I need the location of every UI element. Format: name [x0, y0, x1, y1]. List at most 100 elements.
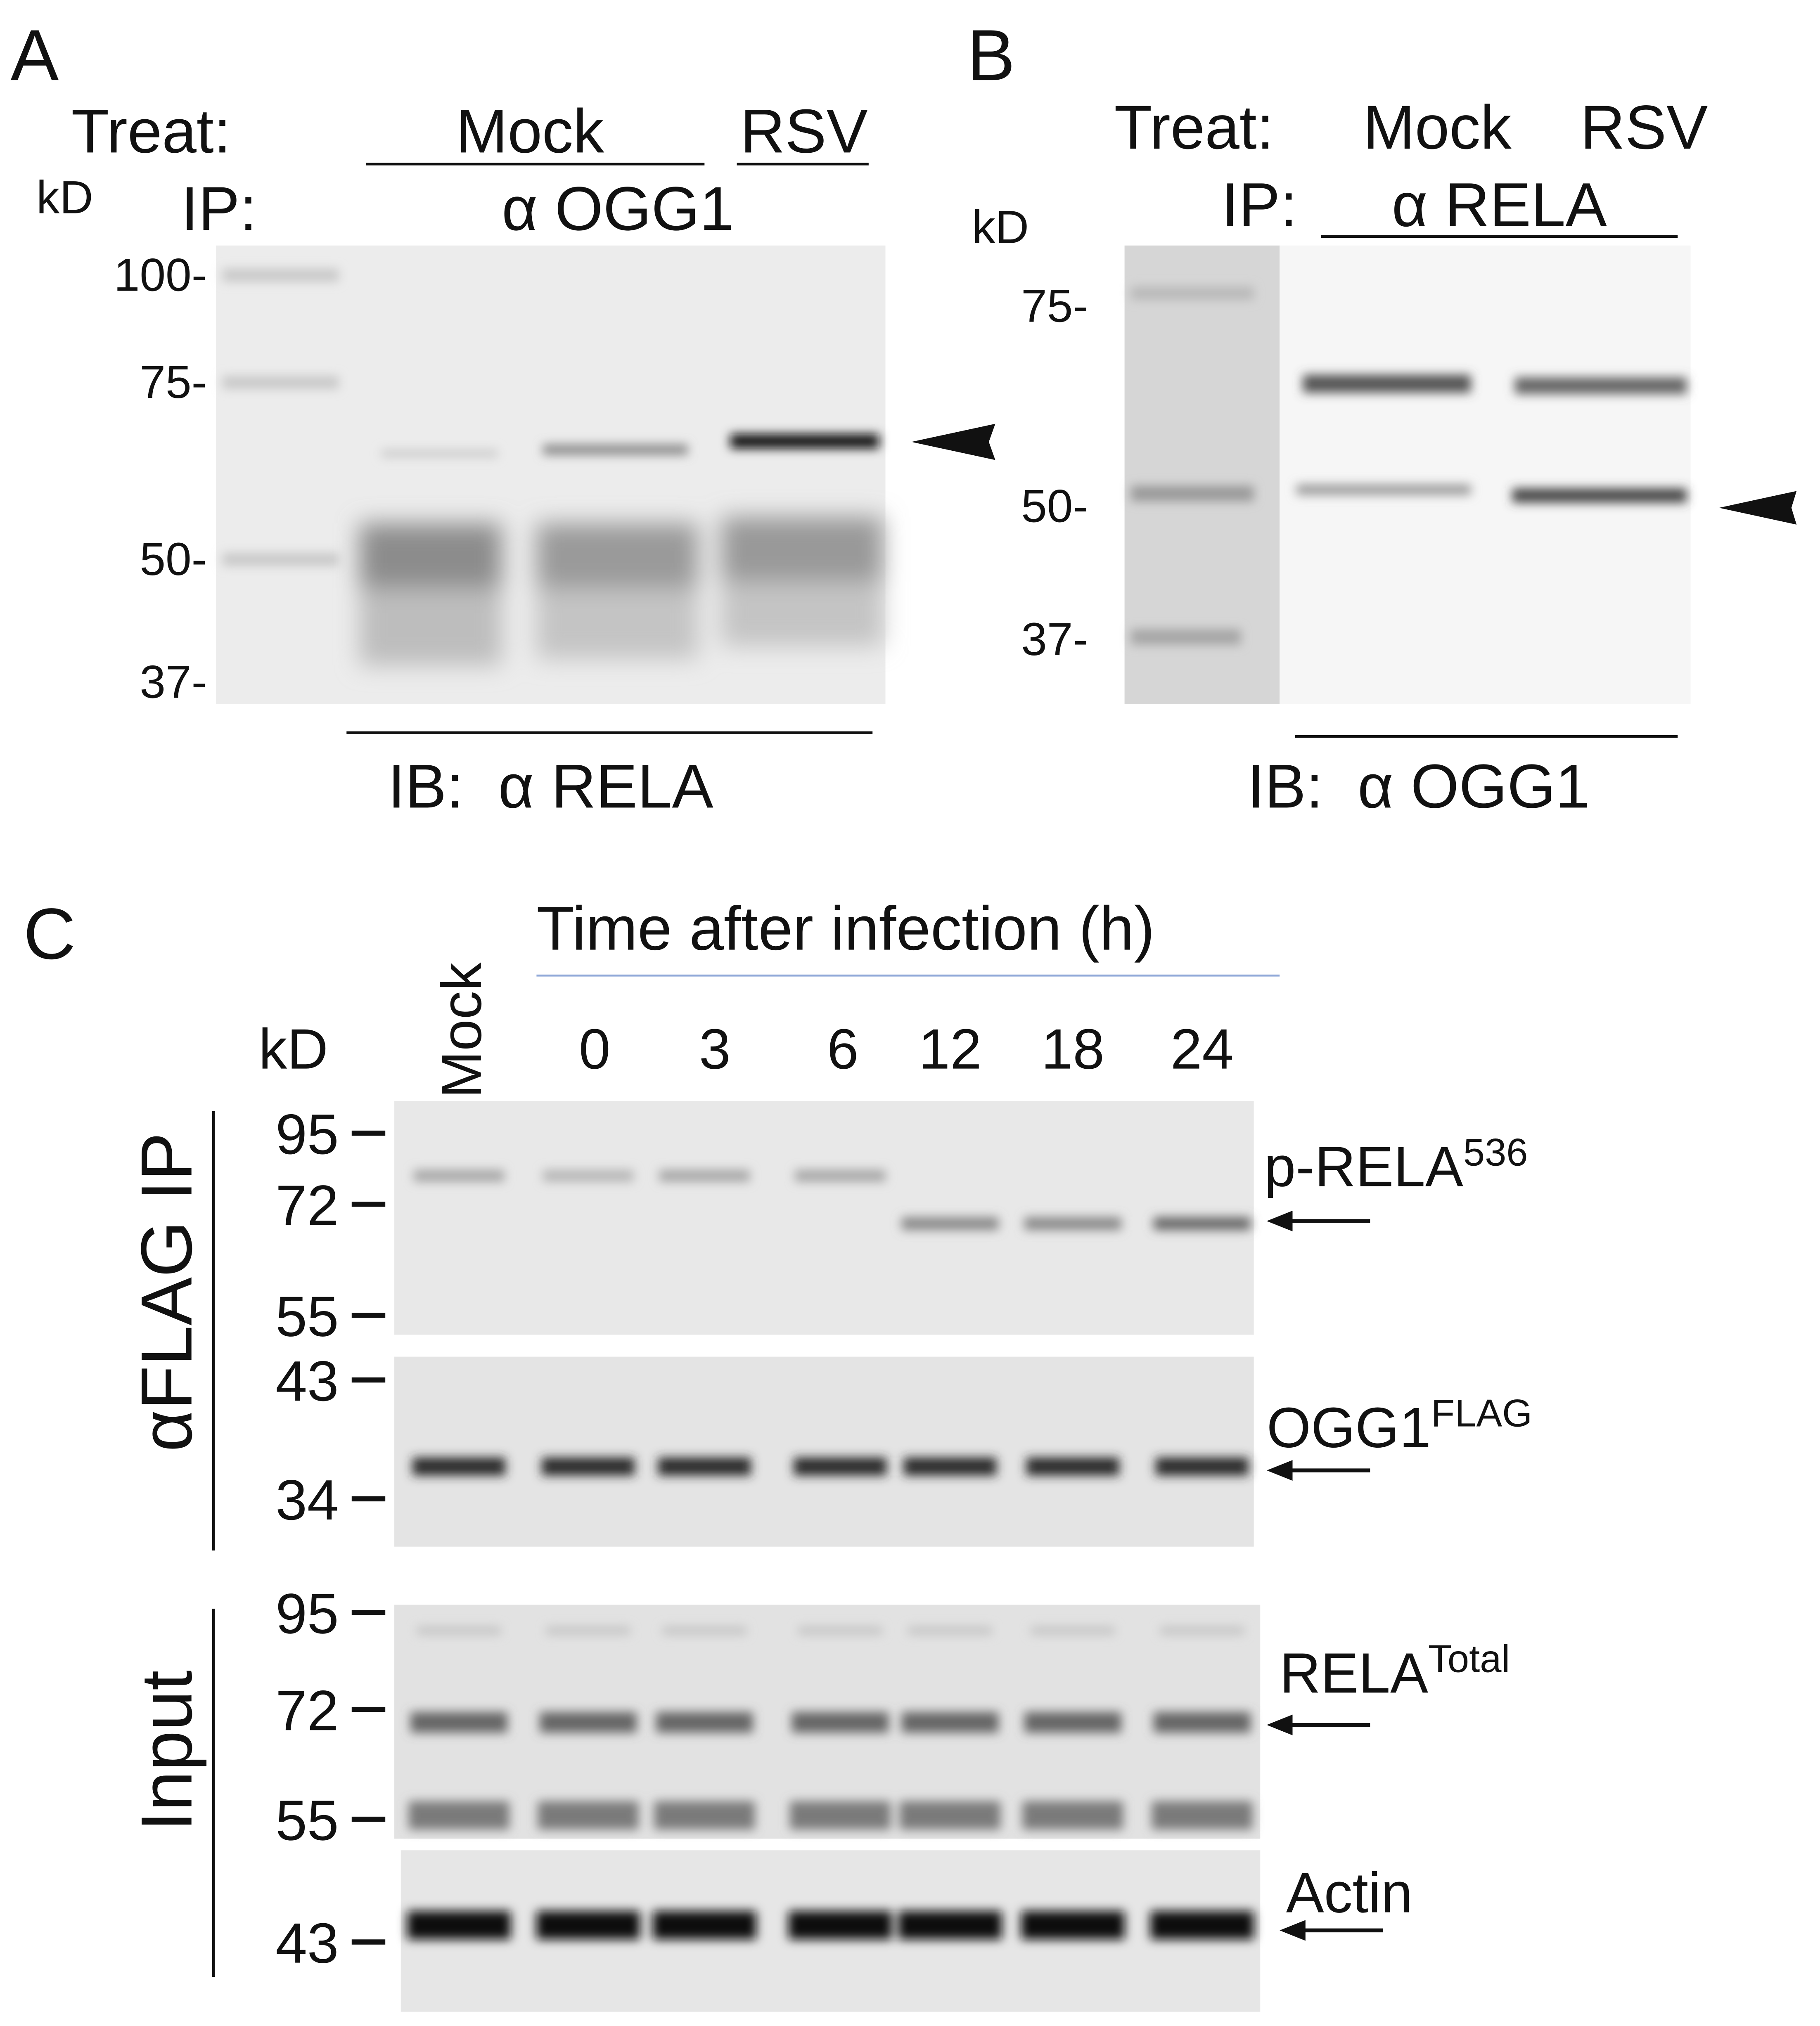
band — [1021, 1911, 1125, 1940]
band — [407, 1911, 511, 1940]
marker-label: 100- — [114, 249, 207, 301]
ib-label: IB: α OGG1 — [1247, 751, 1590, 821]
marker-label: 95 — [275, 1582, 339, 1645]
superscript: 536 — [1463, 1130, 1528, 1174]
marker-label: 95 — [275, 1103, 339, 1166]
blot-b-ladder — [1124, 245, 1280, 704]
arrowhead — [1719, 491, 1797, 525]
band — [662, 1626, 747, 1635]
lane-label: 3 — [699, 1018, 731, 1081]
band — [1154, 1712, 1251, 1733]
blot-label: OGG1FLAG — [1267, 1392, 1532, 1460]
band — [899, 1801, 1001, 1830]
band — [1024, 1217, 1121, 1230]
bands-b — [1131, 286, 1687, 645]
band — [1150, 1911, 1254, 1940]
band — [903, 1457, 997, 1476]
band — [417, 1626, 501, 1635]
band — [1155, 1457, 1249, 1476]
marker-label: 37- — [140, 656, 207, 708]
band — [1031, 1626, 1115, 1635]
group-label: RSV — [740, 96, 868, 166]
band — [540, 1712, 637, 1733]
ip-label: IP: — [181, 174, 257, 243]
blot-c1 — [394, 1101, 1254, 1335]
band — [1160, 1626, 1244, 1635]
ip-antibody: α RELA — [1392, 170, 1607, 239]
smear-a — [359, 517, 883, 666]
marker-label: 37- — [1021, 613, 1088, 665]
ip-antibody: α OGG1 — [502, 174, 734, 243]
band — [654, 1801, 755, 1830]
protein-name: Actin — [1286, 1861, 1412, 1925]
arrows-c — [1273, 1219, 1383, 1933]
blot-label: Actin — [1286, 1861, 1412, 1925]
band — [536, 1911, 640, 1940]
blots — [212, 163, 1797, 2012]
band — [546, 1626, 630, 1635]
group-label: Mock — [1363, 92, 1512, 162]
blot-c2 — [394, 1356, 1254, 1547]
marker-label: 43 — [275, 1912, 339, 1975]
band — [410, 1712, 507, 1733]
lane-label: 18 — [1041, 1018, 1104, 1081]
band — [898, 1911, 1002, 1940]
bands-c — [407, 1170, 1254, 1940]
band — [412, 1457, 506, 1476]
kd-label: kD — [258, 1018, 328, 1081]
band — [792, 1712, 889, 1733]
lane-label: Mock — [430, 962, 493, 1098]
marker-label: 50- — [1021, 480, 1088, 532]
band — [538, 1801, 639, 1830]
blot-label: p-RELA536 — [1264, 1130, 1528, 1198]
kd-label: kD — [972, 201, 1029, 253]
marker-label: 75- — [1021, 279, 1088, 331]
ladder-a — [222, 269, 339, 566]
band — [541, 1457, 635, 1476]
group-label: Mock — [456, 96, 604, 166]
band — [789, 1801, 891, 1830]
marker-label: 72 — [275, 1174, 339, 1237]
marker-label: 55 — [275, 1285, 339, 1349]
treat-label: Treat: — [1114, 92, 1274, 162]
superscript: Total — [1428, 1637, 1510, 1680]
panel-label: B — [967, 15, 1015, 96]
panel-label: A — [10, 15, 59, 96]
kd-label: kD — [36, 171, 93, 223]
band — [795, 1170, 886, 1182]
band — [1152, 1801, 1253, 1830]
band — [414, 1170, 505, 1182]
band — [1024, 1712, 1121, 1733]
band — [901, 1217, 999, 1230]
marker-label: 72 — [275, 1679, 339, 1742]
protein-name: p-RELA — [1264, 1135, 1463, 1198]
marker-label: 75- — [140, 356, 207, 408]
superscript: FLAG — [1431, 1392, 1532, 1435]
arrow-heads-c — [1266, 1210, 1306, 1941]
lane-label: 0 — [579, 1018, 611, 1081]
band — [1026, 1457, 1120, 1476]
blot-label: RELATotal — [1280, 1637, 1510, 1705]
marker-label: 55 — [275, 1789, 339, 1852]
blot-b — [1280, 245, 1691, 704]
group-label: RSV — [1580, 92, 1708, 162]
band — [1022, 1801, 1123, 1830]
ib-label: IB: α RELA — [388, 751, 713, 821]
band — [788, 1911, 892, 1940]
bands-a — [381, 434, 879, 458]
side-label: αFLAG IP — [126, 1132, 207, 1451]
band — [408, 1801, 510, 1830]
protein-name: OGG1 — [1267, 1396, 1431, 1460]
protein-name: RELA — [1280, 1641, 1428, 1705]
band — [653, 1911, 756, 1940]
band — [656, 1712, 753, 1733]
labels: A Treat: Mock RSV kD IP: α OGG1 100- 75- 50- 37- IB… — [10, 15, 1708, 1975]
marker-label: 34 — [275, 1468, 339, 1532]
band — [658, 1457, 751, 1476]
band — [1154, 1217, 1251, 1230]
rules — [212, 163, 1678, 1977]
band — [543, 1170, 634, 1182]
lane-label: 12 — [918, 1018, 981, 1081]
lane-label: 6 — [827, 1018, 859, 1081]
